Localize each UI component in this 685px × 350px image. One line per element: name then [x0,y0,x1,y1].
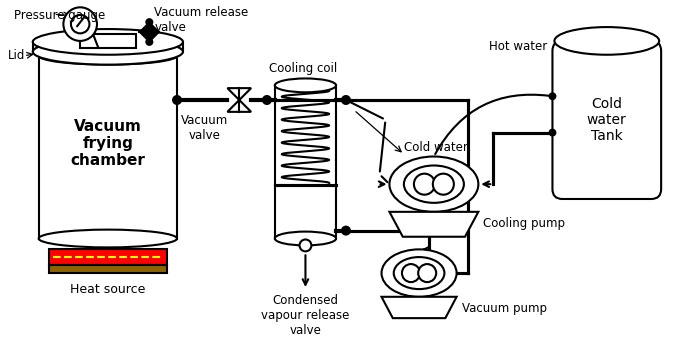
Text: Pressure gauge: Pressure gauge [14,9,105,22]
Bar [49,250,167,265]
Circle shape [147,39,152,45]
Text: Vacuum pump: Vacuum pump [462,302,547,315]
Circle shape [549,92,556,100]
Text: Cold water: Cold water [404,141,468,154]
Circle shape [414,174,435,195]
Circle shape [64,7,97,41]
FancyBboxPatch shape [552,41,661,199]
Polygon shape [390,212,478,237]
Ellipse shape [33,29,183,55]
Ellipse shape [275,232,336,245]
Ellipse shape [390,156,478,212]
Text: Lid: Lid [8,49,25,62]
Text: Cold
water
Tank: Cold water Tank [587,97,627,143]
Text: Condensed
vapour release
valve: Condensed vapour release valve [261,294,349,337]
Text: Vacuum release
valve: Vacuum release valve [154,6,249,34]
Ellipse shape [38,230,177,247]
Ellipse shape [394,257,445,289]
Text: Vacuum
frying
chamber: Vacuum frying chamber [71,119,145,168]
Bar [49,265,167,273]
Ellipse shape [404,166,464,203]
Circle shape [263,96,271,104]
Circle shape [342,227,350,235]
Ellipse shape [554,27,659,55]
Bar [275,85,336,238]
Text: Hot water: Hot water [488,40,547,53]
Polygon shape [382,297,457,318]
Circle shape [402,264,420,282]
Circle shape [71,15,90,33]
Ellipse shape [33,39,183,65]
Circle shape [549,129,556,137]
Circle shape [299,239,312,251]
Text: Vacuum
valve: Vacuum valve [181,114,228,142]
Ellipse shape [382,250,457,297]
Polygon shape [140,22,149,42]
Bar [80,34,136,48]
Ellipse shape [275,78,336,92]
Circle shape [147,19,152,25]
Polygon shape [149,22,159,42]
Circle shape [418,264,436,282]
Circle shape [342,96,350,104]
Text: Cooling coil: Cooling coil [269,63,338,76]
Circle shape [433,174,454,195]
Ellipse shape [38,47,177,65]
Text: Cooling pump: Cooling pump [484,217,565,230]
Polygon shape [227,88,251,112]
Text: Heat source: Heat source [70,283,145,296]
Bar [38,56,177,238]
Circle shape [173,96,181,104]
